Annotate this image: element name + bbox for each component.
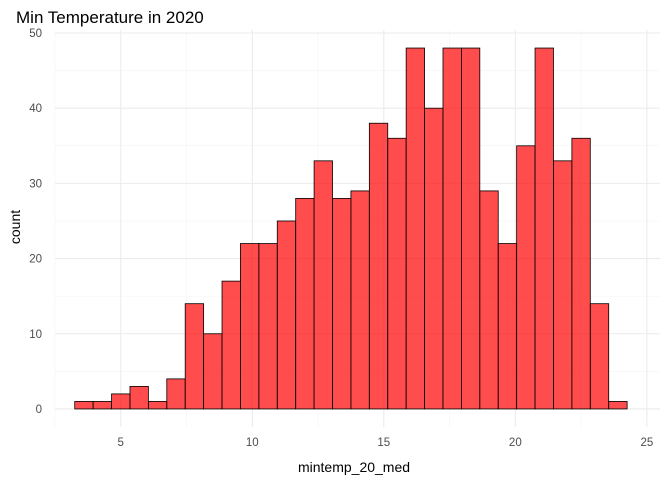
histogram-bar xyxy=(184,303,205,410)
histogram-bar xyxy=(129,385,149,410)
histogram-bar xyxy=(350,190,370,410)
y-tick-label: 0 xyxy=(36,404,42,416)
histogram-bar xyxy=(387,137,407,410)
x-tick-label: 20 xyxy=(509,437,522,449)
y-tick-label: 20 xyxy=(29,254,42,266)
x-tick-label: 15 xyxy=(377,437,390,449)
x-tick-label: 10 xyxy=(246,437,259,449)
histogram-bar xyxy=(497,243,518,410)
y-tick-label: 40 xyxy=(29,103,42,115)
y-axis-ticks: 0 10 20 30 40 50 xyxy=(29,28,42,416)
histogram-bar xyxy=(553,160,573,410)
histogram-bars xyxy=(74,47,628,410)
x-tick-label: 25 xyxy=(640,437,653,449)
histogram-bar xyxy=(221,280,241,410)
histogram-bar xyxy=(571,137,591,410)
histogram-bar xyxy=(111,393,131,410)
histogram-bar xyxy=(166,378,186,410)
histogram-bar xyxy=(332,198,352,410)
x-axis-title: mintemp_20_med xyxy=(298,459,410,475)
histogram-bar xyxy=(276,220,297,410)
y-tick-label: 30 xyxy=(29,178,42,190)
histogram-bar xyxy=(589,303,610,410)
x-tick-label: 5 xyxy=(118,437,124,449)
histogram-bar xyxy=(608,401,628,410)
chart-title: Min Temperature in 2020 xyxy=(16,8,204,27)
histogram-bar xyxy=(240,243,260,410)
x-axis-ticks: 5 10 15 20 25 xyxy=(118,437,654,449)
histogram-bar xyxy=(258,243,278,410)
y-tick-label: 50 xyxy=(29,28,42,40)
y-axis-title: count xyxy=(7,210,23,244)
histogram-bar xyxy=(405,47,425,410)
histogram-bar xyxy=(313,160,333,410)
histogram-bar xyxy=(203,333,223,410)
histogram-bar xyxy=(479,190,499,410)
histogram-bar xyxy=(424,107,444,410)
histogram-bar xyxy=(461,47,481,410)
histogram-bar xyxy=(368,122,389,410)
histogram-bar xyxy=(74,401,94,410)
histogram-bar xyxy=(534,47,554,410)
histogram-bar xyxy=(442,47,462,410)
histogram-bar xyxy=(295,198,315,410)
histogram-bar xyxy=(147,401,168,410)
histogram-bar xyxy=(516,145,536,410)
y-tick-label: 10 xyxy=(29,329,42,341)
histogram-bar xyxy=(92,401,112,410)
